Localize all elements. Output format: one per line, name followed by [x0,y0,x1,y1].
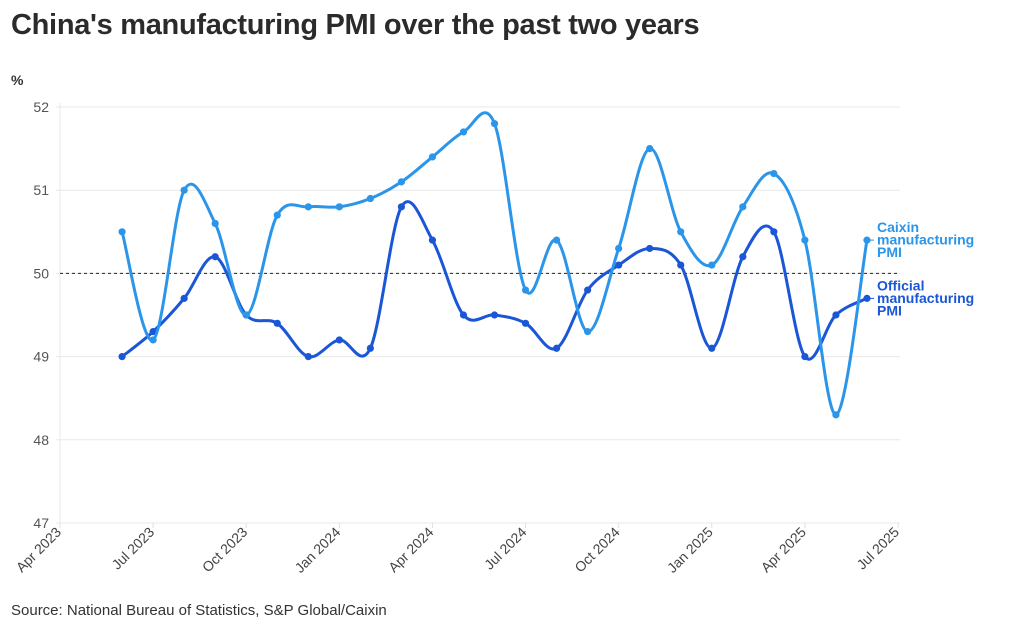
series-label-line: Caixin [877,219,919,235]
data-point [708,344,716,352]
series-caixin [118,111,871,419]
data-point [304,203,312,211]
series-label-line: manufacturing [877,290,974,306]
data-point [118,228,126,236]
data-point [552,344,561,352]
y-tick-label: 51 [33,182,49,198]
data-point [490,311,499,319]
x-tick-label: Jul 2023 [108,524,157,573]
data-point [149,328,157,336]
gridlines [56,103,900,525]
data-point [397,203,406,211]
data-point [770,169,778,178]
series-official [118,200,871,361]
data-point [708,261,716,269]
data-point [863,236,871,244]
data-point [521,286,530,294]
series-label-line: manufacturing [877,232,974,248]
y-tick-label: 48 [33,432,49,448]
data-point [180,294,188,302]
data-point [832,411,840,419]
data-point [739,203,747,211]
y-axis-unit-label: % [11,72,24,88]
data-point [428,236,437,244]
data-point [584,286,592,294]
x-tick-label: Jan 2024 [291,524,343,576]
data-point [118,353,126,361]
data-point [304,353,312,361]
data-point [211,253,219,261]
data-point [584,328,592,336]
series-label-line: Official [877,277,924,293]
data-point [397,178,406,186]
data-point [677,261,685,269]
x-tick-label: Jul 2024 [481,524,530,573]
x-tick-label: Apr 2024 [385,524,437,576]
series-lines [118,111,871,419]
data-point [335,203,343,211]
data-point [615,244,623,253]
data-point [677,228,685,236]
data-point [149,336,157,344]
data-point [832,311,840,319]
data-point [770,228,778,236]
series-label-line: PMI [877,302,902,318]
series-line [121,200,868,361]
x-tick-label: Oct 2023 [199,524,251,576]
data-point [428,153,437,161]
data-point [242,311,250,319]
source-note: Source: National Bureau of Statistics, S… [11,602,387,619]
data-point [366,194,374,203]
data-point [646,145,654,153]
data-point [273,211,281,219]
x-tick-label: Jul 2025 [853,524,902,573]
x-tick-label: Oct 2024 [571,524,623,576]
x-tick-label: Jan 2025 [664,524,716,576]
data-point [459,128,468,136]
chart-title: China's manufacturing PMI over the past … [11,9,700,41]
y-tick-label: 47 [33,515,49,531]
data-point [490,120,499,128]
data-point [801,353,809,361]
data-point [521,319,530,327]
x-tick-label: Apr 2025 [758,524,810,576]
series-line [120,111,869,417]
data-point [459,311,468,319]
data-point [180,186,188,194]
data-point [552,236,561,244]
data-point [273,319,281,327]
data-point [615,261,623,269]
data-point [739,253,747,261]
data-point [646,244,654,253]
data-point [801,236,809,244]
series-label-line: PMI [877,244,902,260]
x-tick-label: Apr 2023 [13,524,65,576]
y-axis-ticks: 52 51 50 49 48 47 [33,99,49,531]
series-labels: CaixinmanufacturingPMIOfficialmanufactur… [869,219,974,318]
data-point [863,294,871,302]
data-point [211,219,219,228]
y-tick-label: 49 [33,349,49,365]
y-tick-label: 50 [33,265,49,281]
x-axis-ticks: Apr 2023 Jul 2023 Oct 2023 Jan 2024 Apr 2024… [13,523,902,576]
data-point [366,344,374,352]
y-tick-label: 52 [33,99,49,115]
data-point [335,336,343,344]
